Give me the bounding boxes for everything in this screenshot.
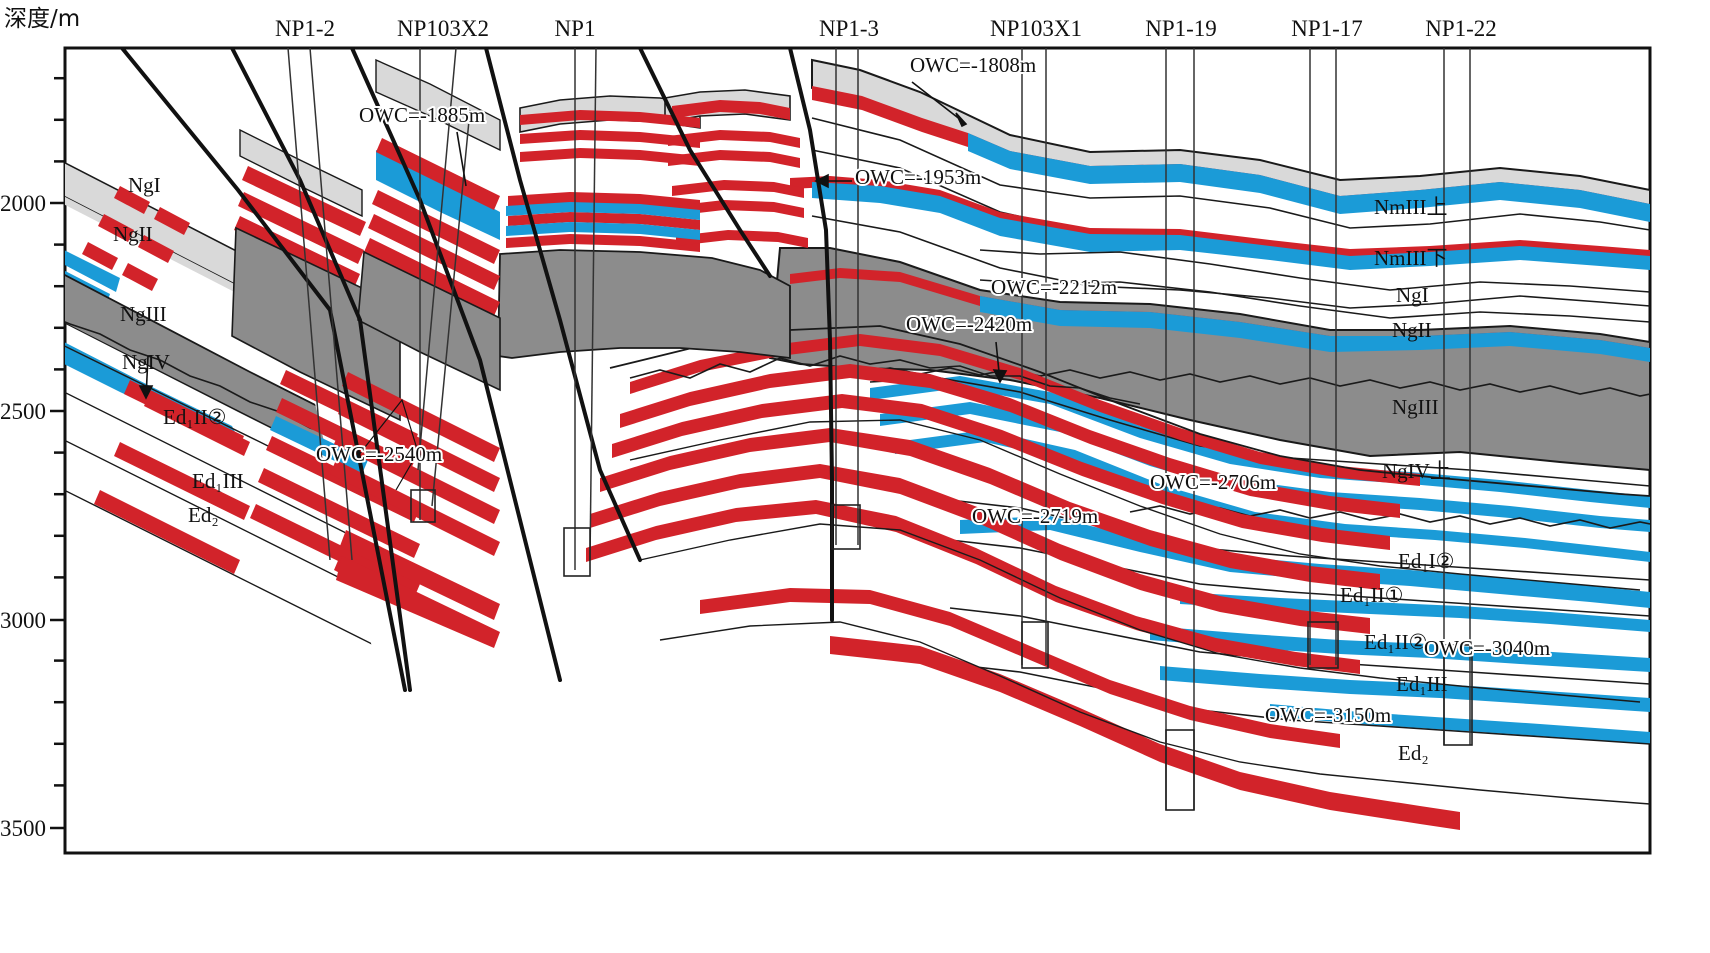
formation-label-ngIV-left: NgIV	[122, 350, 170, 374]
depth-tick-label: -2000	[0, 191, 46, 216]
depth-axis: -2000 -2500 -3000 -3500	[0, 48, 67, 853]
reservoir-water-1953	[812, 182, 1650, 270]
depth-tick-label: -2500	[0, 399, 46, 424]
well-label-np103x1[interactable]: NP103X1	[990, 16, 1082, 41]
owc-annotation-owc-2212: OWC=-2212m	[991, 275, 1117, 299]
formation-label-ngII-right: NgII	[1392, 318, 1432, 342]
well-label-np103x2[interactable]: NP103X2	[397, 16, 489, 41]
well-tracks	[287, 48, 1471, 810]
completion-boxes	[410, 489, 1473, 811]
horizon-j	[949, 663, 1650, 745]
well-label-np1-3[interactable]: NP1-3	[819, 16, 879, 41]
formation-label-nmIII-down: NmIII下	[1374, 246, 1447, 270]
faults	[120, 48, 834, 692]
section-body	[65, 48, 1650, 830]
well-label-np1-19[interactable]: NP1-19	[1145, 16, 1217, 41]
formation-label-ngIV-up: NgIV上	[1382, 459, 1451, 483]
well-label-np1-22[interactable]: NP1-22	[1425, 16, 1497, 41]
water-stripes-central-block	[506, 202, 700, 240]
owc-annotation-owc-3150: OWC=-3150m	[1265, 703, 1391, 727]
horizon-g	[949, 499, 1650, 581]
owc-annotation-owc-2540: OWC=-2540m	[316, 442, 442, 466]
horizon-a	[811, 117, 1650, 231]
well-label-np1-17[interactable]: NP1-17	[1291, 16, 1363, 41]
formation-label-ed2-left: Ed₂	[188, 503, 219, 527]
horizon-anticline-top	[609, 325, 1650, 497]
horizon-anticline-low	[639, 523, 1641, 703]
owc-annotation-owc-2719: OWC=-2719m	[972, 504, 1098, 528]
formation-label-group: NgI NgII NgIII NgIV Ed₁II② Ed₁III Ed₂ NmIII上 NmI…	[113, 173, 1454, 765]
owc-annotation-owc-2706: OWC=-2706m	[1150, 470, 1276, 494]
reservoir-water-2212	[980, 296, 1650, 362]
formation-label-ed1II2-left: Ed₁II②	[163, 405, 226, 429]
owc-annotation-owc-1885: OWC=-1885m	[359, 103, 485, 127]
depth-tick-label: -3500	[0, 816, 46, 841]
ngIII-central	[497, 249, 791, 360]
unconformity-crest	[629, 355, 1141, 405]
owc-label-group: OWC=-1808m OWC=-1885m OWC=-1953m OWC=-2212m…	[314, 51, 1552, 729]
block-four	[672, 100, 790, 120]
formation-label-ngI-right: NgI	[1396, 283, 1429, 307]
leader-arrows	[138, 81, 1008, 491]
formation-label-ngIII-left: NgIII	[120, 302, 167, 326]
depth-tick-label: -3000	[0, 608, 46, 633]
formation-label-ngIII-right: NgIII	[1392, 395, 1439, 419]
formation-label-nmIII-up: NmIII上	[1374, 195, 1447, 219]
owc-annotation-owc-2420: OWC=-2420m	[906, 312, 1032, 336]
owc-annotation-owc-1953: OWC=-1953m	[855, 165, 981, 189]
reservoir-water-1808	[968, 133, 1650, 222]
horizon-e	[979, 279, 1650, 323]
horizon-d	[979, 249, 1650, 293]
well-label-np1-2[interactable]: NP1-2	[275, 16, 335, 41]
block-three	[330, 58, 501, 648]
well-label-np1[interactable]: NP1	[555, 16, 596, 41]
horizon-anticline-mid	[629, 419, 1641, 591]
formation-label-ed1I2-right: Ed₁I②	[1398, 549, 1454, 573]
formation-label-ed1II1-right: Ed₁II①	[1340, 583, 1403, 607]
formation-label-ed1III-left: Ed₁III	[192, 469, 244, 493]
formation-label-ngII-left: NgII	[113, 222, 153, 246]
well-label-group: NP1-2 NP103X2 NP1 NP1-3 NP103X1 NP1-19 NP1-17 N…	[275, 16, 1497, 41]
formation-label-ngI-left: NgI	[128, 173, 161, 197]
unconformity-wavy-right	[799, 367, 1650, 397]
owc-annotation-owc-3040: OWC=-3040m	[1424, 636, 1550, 660]
formation-label-ed2-right: Ed₂	[1398, 741, 1429, 765]
horizon-anticline-deep	[659, 621, 1650, 805]
owc-annotation-owc-1808: OWC=-1808m	[910, 53, 1036, 77]
formation-label-ed1II2-right: Ed₁II②	[1364, 630, 1427, 654]
formation-label-ed1III-right: Ed₁III	[1396, 672, 1448, 696]
reservoir-oil-2212	[790, 268, 1650, 356]
horizon-c	[811, 215, 1650, 309]
axis-title: 深度/m	[4, 6, 80, 32]
